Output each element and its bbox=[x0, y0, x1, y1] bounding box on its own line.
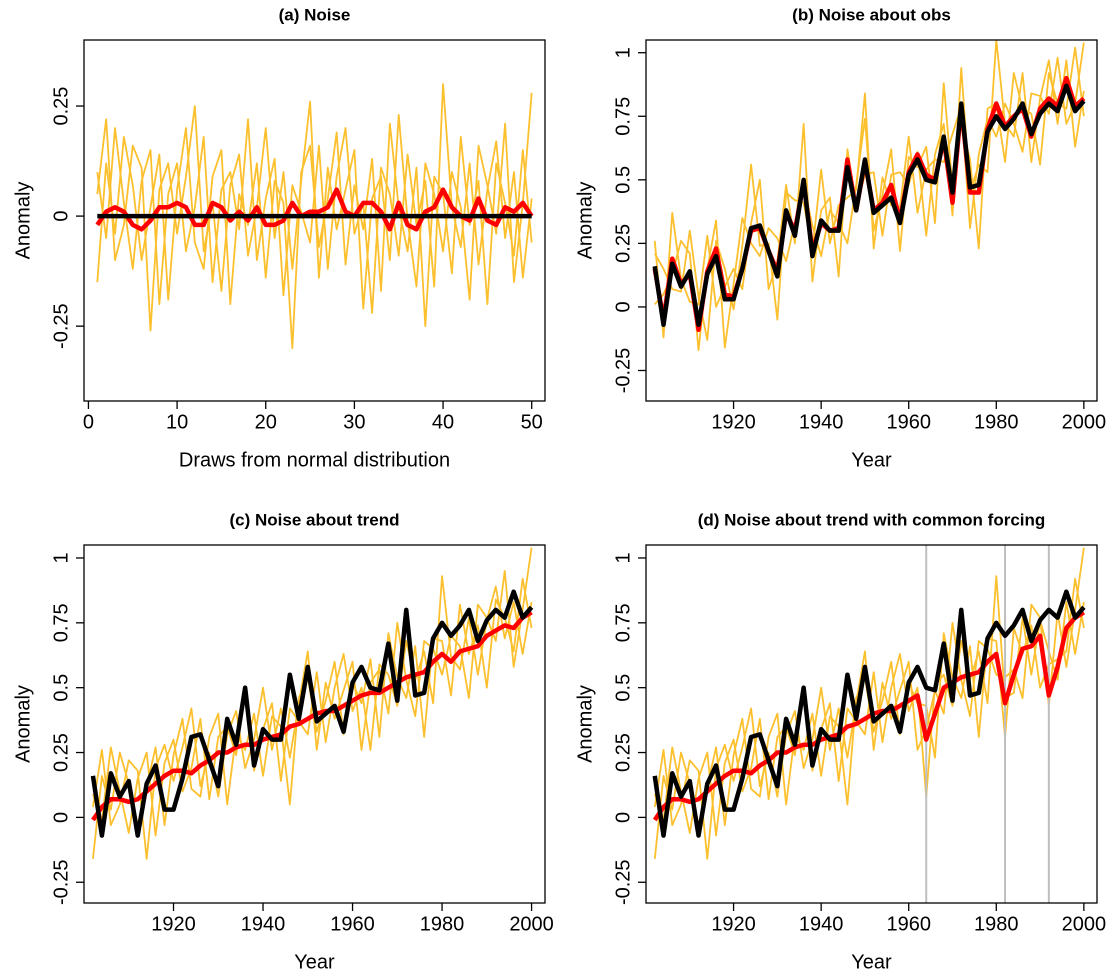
x-axis-label: Draws from normal distribution bbox=[179, 449, 450, 471]
x-tick-label: 50 bbox=[521, 411, 543, 433]
x-tick-label: 10 bbox=[166, 411, 188, 433]
y-tick-label: 0.5 bbox=[50, 674, 72, 702]
x-tick-label: 1980 bbox=[420, 913, 465, 935]
x-tick-label: 0 bbox=[83, 411, 94, 433]
x-axis-label: Year bbox=[851, 951, 892, 970]
x-tick-label: 1940 bbox=[799, 913, 844, 935]
plot-area bbox=[95, 83, 534, 350]
y-tick-label: 0.25 bbox=[612, 224, 634, 263]
x-tick-label: 1960 bbox=[886, 913, 931, 935]
main-line bbox=[652, 83, 1086, 327]
y-tick-label: 0 bbox=[50, 211, 72, 222]
y-axis-label: Anomaly bbox=[12, 182, 34, 260]
y-tick-label: 0 bbox=[612, 301, 634, 312]
y-tick-label: -0.25 bbox=[50, 859, 72, 905]
x-tick-label: 40 bbox=[432, 411, 454, 433]
main-line bbox=[90, 589, 534, 838]
main-line bbox=[91, 610, 533, 822]
axes-box bbox=[83, 39, 546, 402]
noise-line bbox=[96, 122, 533, 350]
panel: 1920 1940 1960 1980 2000 -0.25 0 0.25 0.5 0.75 1 (d… bbox=[574, 510, 1106, 970]
x-tick-label: 1960 bbox=[330, 913, 375, 935]
panel: 0 10 20 30 40 50 -0.25 0 0.25 (a) Noise Draws from… bbox=[12, 5, 546, 471]
y-tick-label: 0.75 bbox=[612, 97, 634, 136]
x-tick-label: 2000 bbox=[1062, 913, 1107, 935]
y-tick-label: 0.25 bbox=[50, 733, 72, 772]
x-tick-label: 1920 bbox=[711, 411, 756, 433]
y-axis-label: Anomaly bbox=[574, 685, 596, 763]
x-tick-label: 1920 bbox=[151, 913, 196, 935]
y-tick-label: 1 bbox=[612, 552, 634, 563]
main-line bbox=[652, 75, 1086, 333]
y-tick-label: 0 bbox=[612, 812, 634, 823]
y-tick-label: 1 bbox=[612, 47, 634, 58]
y-tick-label: 0.5 bbox=[612, 674, 634, 702]
y-axis-label: Anomaly bbox=[574, 182, 596, 260]
x-tick-label: 1940 bbox=[799, 411, 844, 433]
x-axis-label: Year bbox=[294, 951, 335, 970]
plot-area bbox=[652, 545, 1086, 903]
x-tick-label: 1960 bbox=[886, 411, 931, 433]
plot-area bbox=[90, 547, 534, 860]
x-tick-label: 1920 bbox=[711, 913, 756, 935]
x-tick-label: 1980 bbox=[974, 411, 1019, 433]
panel: 1920 1940 1960 1980 2000 -0.25 0 0.25 0.5 0.75 1 (b… bbox=[574, 5, 1106, 471]
axes-box bbox=[645, 544, 1098, 904]
panel: 1920 1940 1960 1980 2000 -0.25 0 0.25 0.5 0.75 1 (c… bbox=[12, 510, 554, 970]
axes-box bbox=[645, 39, 1098, 402]
chart-title: (d) Noise about trend with common forcin… bbox=[698, 510, 1046, 529]
y-tick-label: -0.25 bbox=[50, 303, 72, 349]
y-tick-label: 0.75 bbox=[50, 603, 72, 642]
y-tick-label: -0.25 bbox=[612, 859, 634, 905]
x-tick-label: 2000 bbox=[509, 913, 554, 935]
x-tick-label: 1980 bbox=[974, 913, 1019, 935]
plot-area bbox=[652, 40, 1086, 352]
x-tick-label: 30 bbox=[343, 411, 365, 433]
x-tick-label: 1940 bbox=[241, 913, 286, 935]
y-tick-label: 1 bbox=[50, 552, 72, 563]
x-axis-label: Year bbox=[851, 449, 892, 471]
y-tick-label: 0 bbox=[50, 812, 72, 823]
chart-title: (c) Noise about trend bbox=[229, 510, 399, 529]
y-tick-label: 0.5 bbox=[612, 166, 634, 194]
noise-line bbox=[96, 92, 533, 332]
main-line bbox=[652, 610, 1086, 822]
main-line bbox=[652, 589, 1086, 838]
chart-title: (a) Noise bbox=[279, 5, 351, 24]
axes-box bbox=[83, 544, 546, 904]
x-tick-label: 2000 bbox=[1062, 411, 1107, 433]
y-tick-label: 0.25 bbox=[50, 87, 72, 126]
y-tick-label: -0.25 bbox=[612, 348, 634, 394]
x-tick-label: 20 bbox=[255, 411, 277, 433]
y-axis-label: Anomaly bbox=[12, 685, 34, 763]
y-tick-label: 0.25 bbox=[612, 733, 634, 772]
chart-title: (b) Noise about obs bbox=[792, 5, 951, 24]
y-tick-label: 0.75 bbox=[612, 603, 634, 642]
